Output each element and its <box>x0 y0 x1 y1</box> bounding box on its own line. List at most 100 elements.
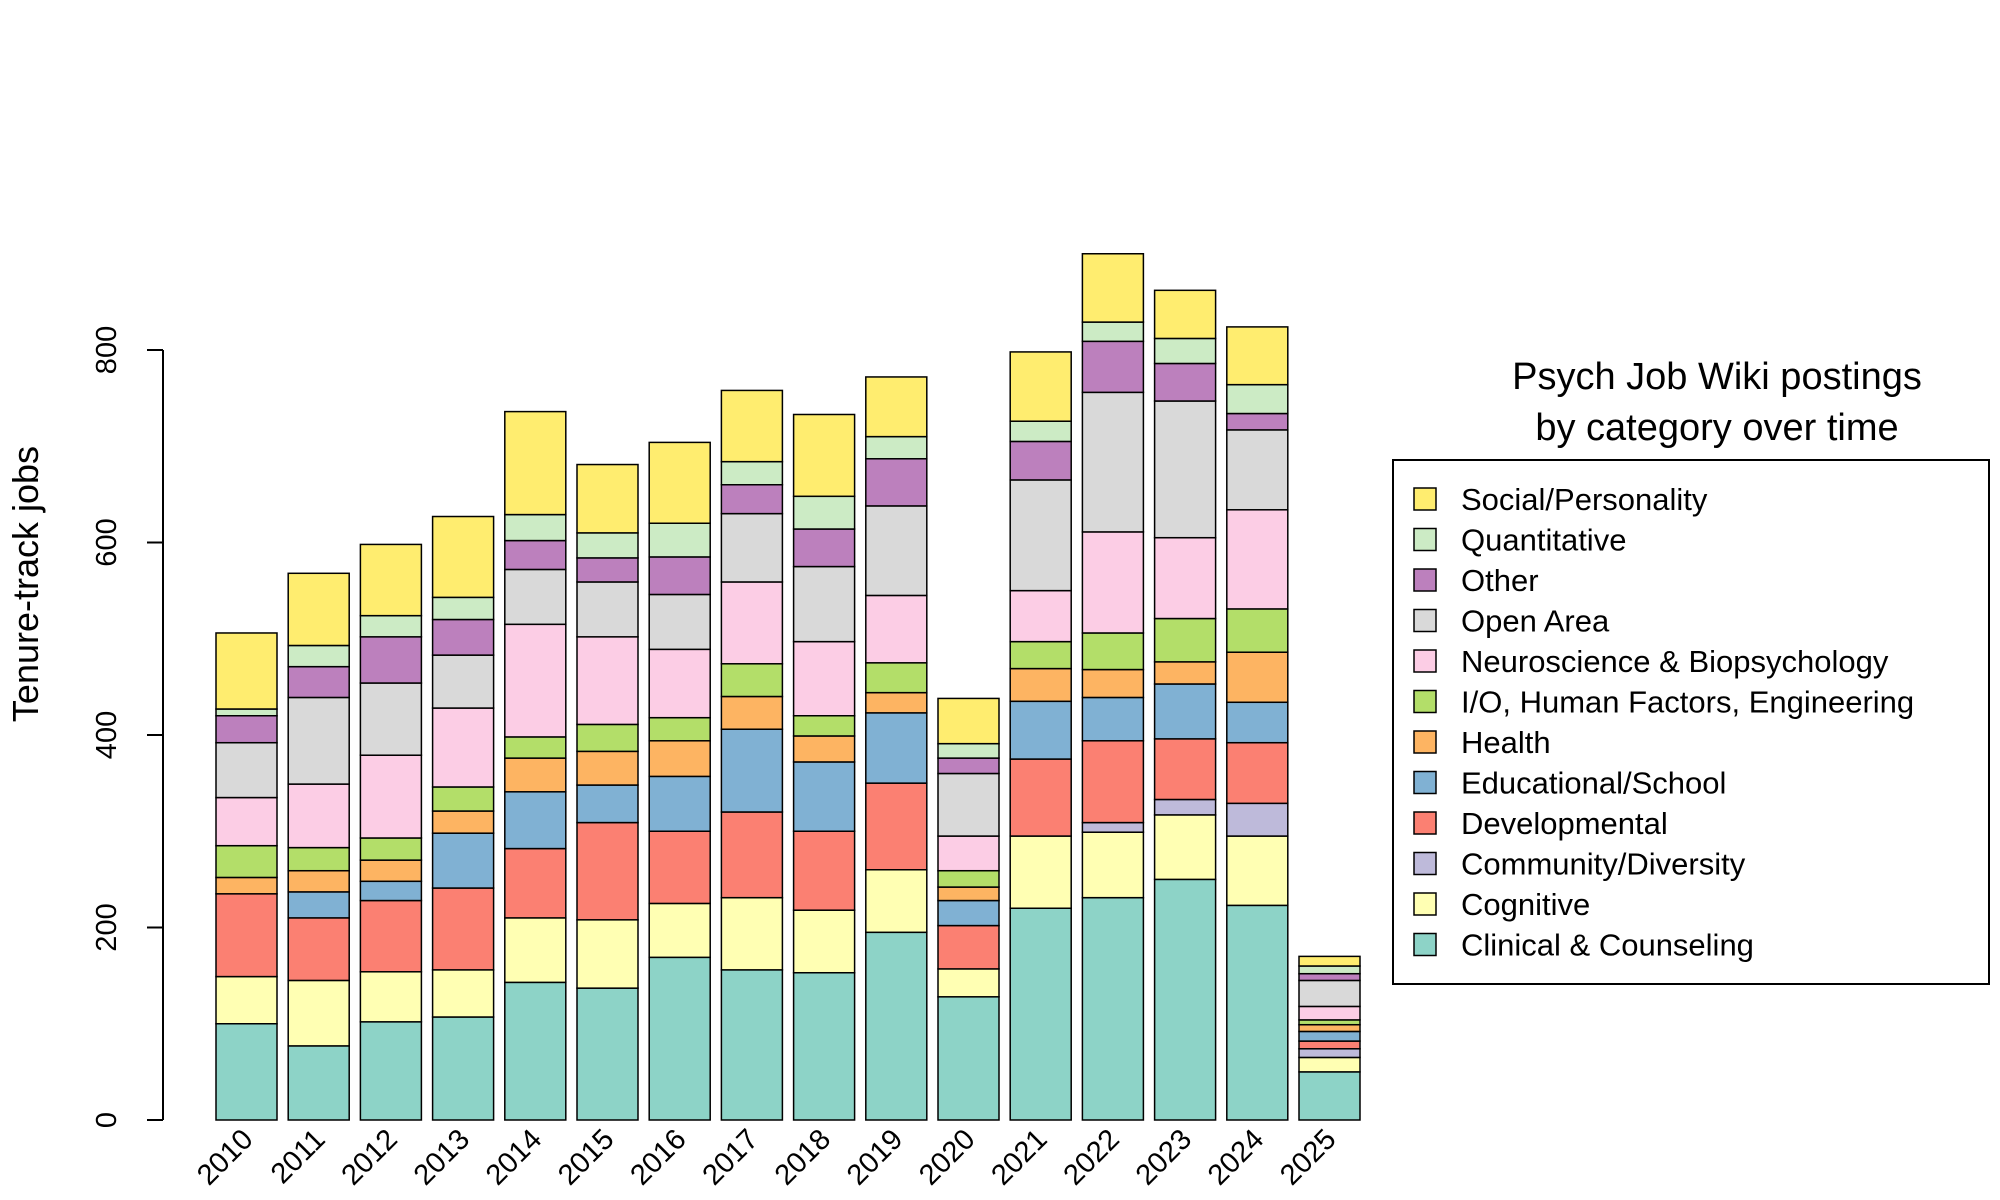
legend-swatch <box>1413 851 1437 876</box>
bar-segment-2014-cognitive <box>504 917 567 984</box>
bar-segment-2018-quantitative <box>792 495 856 530</box>
bar-segment-2018-cognitive <box>792 909 856 974</box>
bar-segment-2015-developmental <box>576 821 639 921</box>
bar-segment-2019-social-personality <box>865 376 928 438</box>
bar-segment-2010-quantitative <box>215 708 278 717</box>
bar-segment-2017-clinical-counseling <box>720 969 784 1121</box>
bar-segment-2010-clinical-counseling <box>215 1023 278 1121</box>
bar-segment-2013-clinical-counseling <box>431 1016 495 1121</box>
bar-stack-2025 <box>1298 955 1361 1121</box>
bar-segment-2025-clinical-counseling <box>1298 1071 1361 1121</box>
bar-segment-2025-quantitative <box>1298 965 1361 975</box>
bar-segment-2014-clinical-counseling <box>504 981 567 1121</box>
bar-segment-2016-clinical-counseling <box>648 956 711 1121</box>
bar-segment-2020-cognitive <box>937 968 1000 998</box>
bar-segment-2023-open-area <box>1153 400 1217 539</box>
bar-stack-2017 <box>720 389 784 1121</box>
bar-segment-2020-social-personality <box>937 697 1000 745</box>
bar-segment-2022-i-o-human-factors-engineering <box>1081 632 1145 671</box>
bar-segment-2025-open-area <box>1298 979 1361 1008</box>
bar-segment-2019-neuroscience-biopsychology <box>865 594 928 664</box>
bar-segment-2013-health <box>431 810 495 834</box>
x-tick-label-2019: 2019 <box>841 1123 909 1191</box>
legend-item-i-o-human-factors-engineering: I/O, Human Factors, Engineering <box>1413 685 1914 720</box>
bar-segment-2011-social-personality <box>287 572 350 647</box>
bar-segment-2021-quantitative <box>1009 420 1072 443</box>
legend-item-clinical-counseling: Clinical & Counseling <box>1413 928 1754 963</box>
bar-segment-2025-social-personality <box>1298 955 1361 967</box>
bar-segment-2021-cognitive <box>1009 835 1072 909</box>
x-tick-label-2012: 2012 <box>336 1123 404 1191</box>
bar-segment-2012-neuroscience-biopsychology <box>359 754 423 839</box>
legend-label: Cognitive <box>1461 887 1590 922</box>
bar-segment-2014-developmental <box>504 847 567 919</box>
legend-label: Quantitative <box>1461 523 1626 558</box>
bar-segment-2013-open-area <box>431 654 495 709</box>
bar-stack-2024 <box>1226 326 1289 1121</box>
bar-segment-2021-health <box>1009 667 1072 703</box>
bar-segment-2023-i-o-human-factors-engineering <box>1153 617 1217 663</box>
x-tick-label-2014: 2014 <box>480 1123 548 1191</box>
bar-segment-2013-other <box>431 618 495 656</box>
bar-segment-2011-other <box>287 665 350 699</box>
bar-segment-2012-social-personality <box>359 543 423 617</box>
bar-segment-2024-health <box>1226 651 1289 704</box>
bar-segment-2013-developmental <box>431 887 495 971</box>
bar-segment-2018-health <box>792 735 856 763</box>
legend-swatch <box>1413 932 1437 957</box>
bar-segment-2025-neuroscience-biopsychology <box>1298 1005 1361 1021</box>
bar-stack-2011 <box>287 572 350 1121</box>
bar-segment-2022-open-area <box>1081 391 1145 533</box>
bar-segment-2024-clinical-counseling <box>1226 904 1289 1121</box>
bar-segment-2016-educational-school <box>648 775 711 833</box>
bar-segment-2015-other <box>576 557 639 583</box>
x-tick-label-2015: 2015 <box>552 1123 620 1191</box>
bar-segment-2021-developmental <box>1009 758 1072 837</box>
x-axis-tick-labels: 2010 2011 2012 2013 2014 2015 2016 2017 2018 2019… <box>191 1123 1342 1191</box>
bar-segment-2019-other <box>865 458 928 507</box>
bar-segment-2016-other <box>648 556 711 596</box>
bar-segment-2020-quantitative <box>937 742 1000 759</box>
bar-segment-2025-cognitive <box>1298 1056 1361 1073</box>
legend-item-community-diversity: Community/Diversity <box>1413 847 1746 882</box>
bar-segment-2025-educational-school <box>1298 1030 1361 1042</box>
legend-swatch <box>1413 527 1437 552</box>
legend-swatch <box>1413 568 1437 592</box>
bar-segment-2017-neuroscience-biopsychology <box>720 581 784 665</box>
bar-segment-2011-health <box>287 869 350 893</box>
bar-segment-2023-quantitative <box>1153 337 1217 365</box>
y-axis-title: Tenure-track jobs <box>5 446 46 722</box>
bar-segment-2019-clinical-counseling <box>865 931 928 1121</box>
bar-segment-2015-open-area <box>576 581 639 638</box>
bar-segment-2012-developmental <box>359 899 423 973</box>
legend-item-neuroscience-biopsychology: Neuroscience & Biopsychology <box>1413 644 1889 679</box>
x-tick-label-2013: 2013 <box>408 1123 476 1191</box>
bar-segment-2012-clinical-counseling <box>359 1021 423 1121</box>
bar-segment-2015-clinical-counseling <box>576 987 639 1121</box>
bar-segment-2024-quantitative <box>1226 383 1289 415</box>
x-tick-label-2022: 2022 <box>1058 1123 1126 1191</box>
bar-segment-2019-quantitative <box>865 435 928 460</box>
bar-segment-2021-social-personality <box>1009 351 1072 422</box>
bar-segment-2011-neuroscience-biopsychology <box>287 783 350 849</box>
bar-segment-2017-developmental <box>720 811 784 899</box>
bar-segment-2011-i-o-human-factors-engineering <box>287 846 350 872</box>
bar-segment-2010-open-area <box>215 741 278 799</box>
bar-segment-2011-cognitive <box>287 979 350 1047</box>
bar-segment-2017-educational-school <box>720 728 784 813</box>
x-tick-label-2023: 2023 <box>1130 1123 1198 1191</box>
bar-segment-2010-other <box>215 715 278 744</box>
bar-segment-2018-educational-school <box>792 761 856 833</box>
bar-segment-2023-educational-school <box>1153 683 1217 740</box>
x-tick-label-2025: 2025 <box>1274 1123 1342 1191</box>
x-tick-label-2017: 2017 <box>697 1123 765 1191</box>
y-tick-label: 200 <box>91 903 123 951</box>
bars <box>215 253 1361 1121</box>
bar-segment-2017-health <box>720 695 784 730</box>
bar-segment-2018-i-o-human-factors-engineering <box>792 715 856 737</box>
legend-box <box>1392 459 1990 985</box>
bar-segment-2012-health <box>359 859 423 883</box>
bar-segment-2021-clinical-counseling <box>1009 907 1072 1121</box>
bar-stack-2022 <box>1081 253 1145 1121</box>
y-tick-label: 0 <box>91 1112 123 1128</box>
